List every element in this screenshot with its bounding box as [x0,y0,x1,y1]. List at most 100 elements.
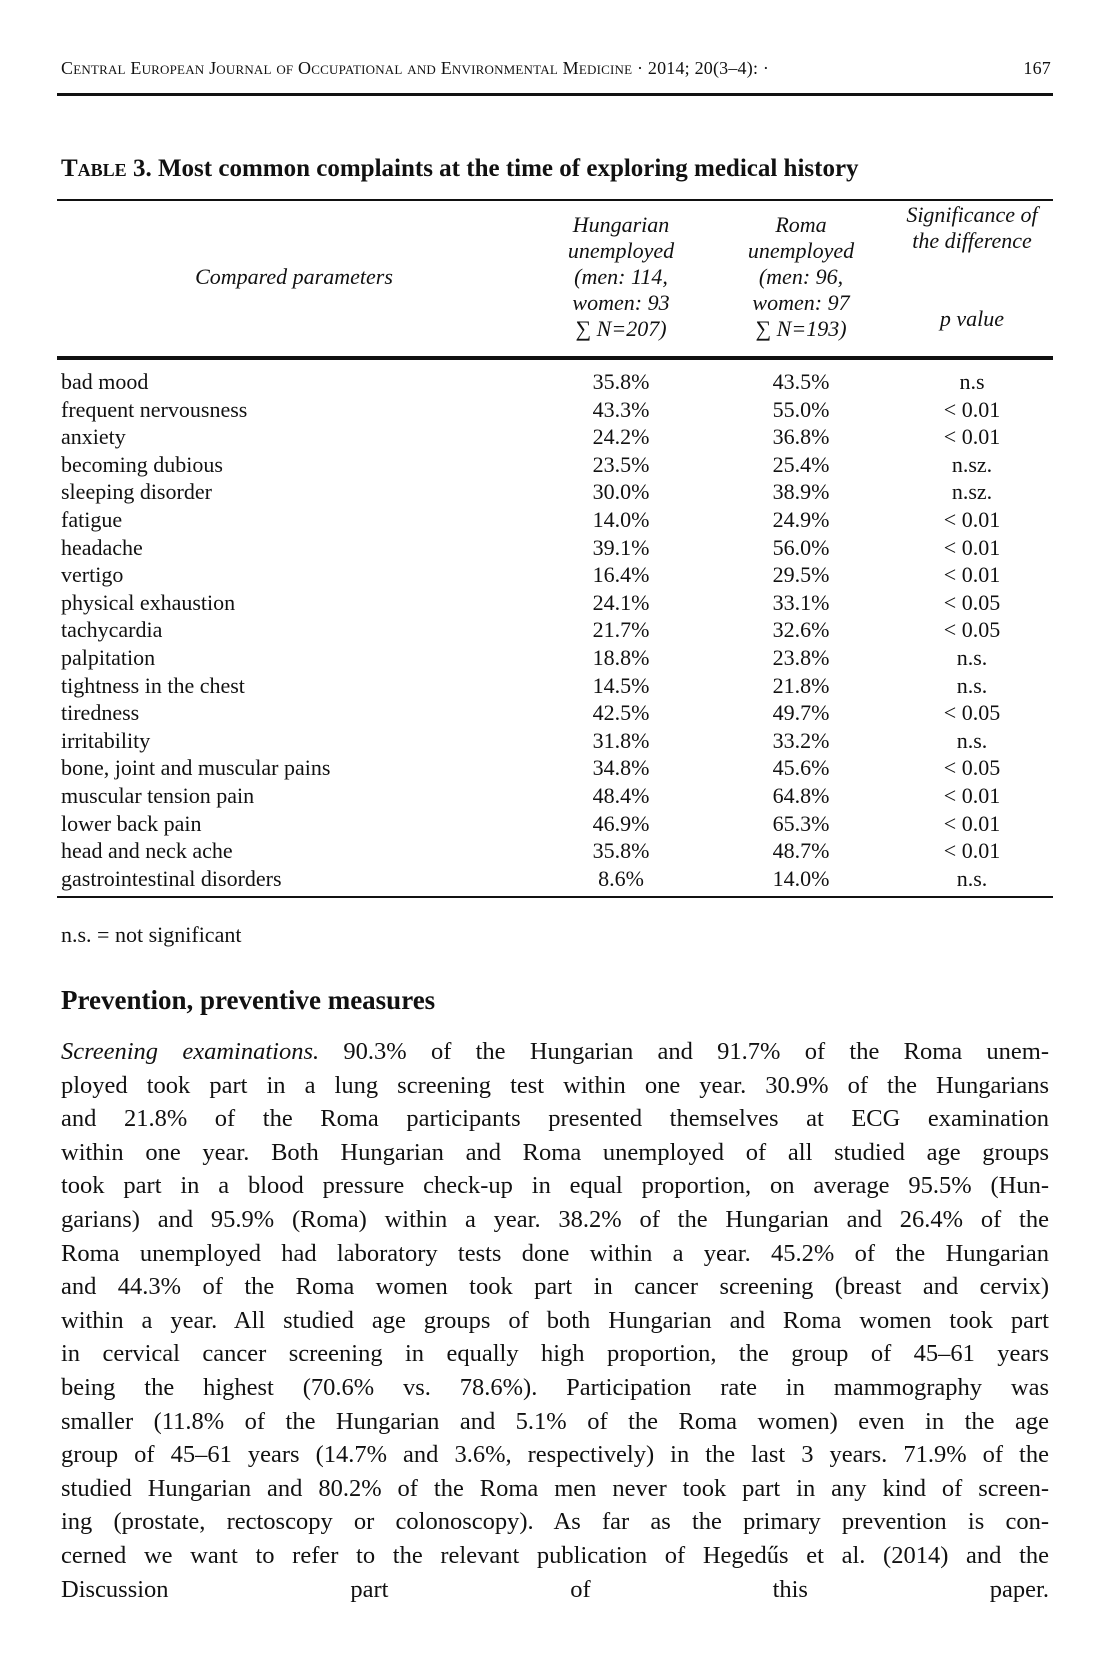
cell-roma: 29.5% [772,562,830,588]
cell-p-value: < 0.01 [943,810,1001,836]
cell-p-value: < 0.01 [943,506,1001,532]
paragraph-line: Screening examinations. 90.3% of the Hun… [61,1035,1049,1069]
cell-hungarian: 48.4% [592,782,650,808]
section-heading: Prevention, preventive measures [61,985,436,1015]
col-header-line: women: 97 [752,290,850,315]
cell-parameter: tightness in the chest [61,672,245,698]
cell-roma: 43.5% [772,369,830,394]
cell-p-value: < 0.01 [943,534,1001,560]
paragraph-line: group of 45–61 years (14.7% and 3.6%, re… [61,1438,1049,1472]
cell-p-value: < 0.05 [943,617,1001,643]
table-row: irritability 31.8% 33.2% n.s. [57,727,1053,755]
paragraph-line: within one year. Both Hungarian and Roma… [61,1136,1049,1170]
table-row: tachycardia 21.7% 32.6% < 0.05 [57,616,1053,644]
cell-hungarian: 14.0% [592,506,650,532]
cell-parameter: sleeping disorder [61,479,212,505]
page-number: 167 [1023,58,1051,78]
cell-hungarian: 35.8% [592,369,650,394]
cell-parameter: anxiety [61,424,126,450]
col-header-hungarian: Hungarian unemployed (men: 114, women: 93 ∑ … [531,202,711,352]
cell-roma: 33.1% [772,589,830,615]
cell-roma: 25.4% [772,451,830,477]
cell-parameter: tachycardia [61,617,163,643]
table-row: sleeping disorder 30.0% 38.9% n.sz. [57,478,1053,506]
cell-roma: 23.8% [772,644,830,670]
citation: · 2014; 20(3–4): · [636,58,770,78]
cell-roma: 49.7% [772,700,830,726]
paragraph-line: studied Hungarian and 80.2% of the Roma … [61,1472,1049,1506]
table-row: palpitation 18.8% 23.8% n.s. [57,644,1053,672]
complaints-table: Compared parameters Hungarian unemployed(… [57,202,1053,899]
cell-hungarian: 31.8% [592,727,650,753]
cell-p-value: < 0.01 [943,396,1001,422]
table-row: fatigue 14.0% 24.9% < 0.01 [57,506,1053,534]
cell-p-value: < 0.01 [943,424,1001,450]
journal-name: Central European Journal of Occupational… [61,58,633,78]
cell-p-value: n.s. [956,865,988,891]
cell-roma: 33.2% [772,727,830,753]
paragraph-line: within a year. All studied age groups of… [61,1304,1049,1338]
col-header-significance: Significance of the difference p value [891,202,1053,352]
table-row: tightness in the chest 14.5% 21.8% n.s. [57,672,1053,700]
col-header-line: Roma [775,212,827,237]
cell-parameter: irritability [61,727,151,753]
table-top-rule [57,199,1053,201]
cell-parameter: head and neck ache [61,838,233,864]
cell-hungarian: 21.7% [592,617,650,643]
col-header-roma: Roma unemployed (men: 96, women: 97 ∑ N=193) [711,202,891,352]
line-text: studied Hungarian and 80.2% of the Roma … [61,1474,1049,1502]
cell-p-value: < 0.01 [943,782,1001,808]
cell-roma: 21.8% [772,672,830,698]
col-header-line: unemployed [747,238,855,263]
cell-hungarian: 43.3% [592,396,650,422]
line-text: and 21.8% of the Roma participants prese… [61,1105,1049,1133]
cell-parameter: fatigue [61,506,123,532]
cell-p-value: n.s. [956,672,988,698]
cell-p-value: < 0.05 [943,755,1001,781]
cell-roma: 36.8% [772,424,830,450]
cell-hungarian: 23.5% [592,451,650,477]
paragraph-line: ployed took part in a lung screening tes… [61,1069,1049,1103]
line-text: garians) and 95.9% (Roma) within a year.… [61,1205,1049,1233]
cell-p-value: n.s. [956,727,988,753]
cell-parameter: frequent nervousness [61,396,248,422]
cell-parameter: muscular tension pain [61,782,255,808]
cell-p-value: n.s [959,369,985,394]
cell-p-value: < 0.05 [943,589,1001,615]
table-row: lower back pain 46.9% 65.3% < 0.01 [57,810,1053,838]
line-text: ployed took part in a lung screening tes… [61,1071,1049,1099]
header-rule [57,93,1053,96]
paragraph-line: smaller (11.8% of the Hungarian and 5.1%… [61,1405,1049,1439]
col-header-line: ∑ N=207) [575,316,667,341]
cell-roma: 65.3% [772,810,830,836]
line-text: within a year. All studied age groups of… [61,1306,1049,1334]
table-label: Table [61,155,127,182]
col-header-line: the difference [912,228,1032,253]
cell-hungarian: 24.1% [592,589,650,615]
col-header-line: women: 93 [572,290,670,315]
table-row: physical exhaustion 24.1% 33.1% < 0.05 [57,589,1053,617]
paragraph-line: Roma unemployed had laboratory tests don… [61,1237,1049,1271]
line-text: Roma unemployed had laboratory tests don… [61,1239,1049,1267]
cell-p-value: < 0.05 [943,700,1001,726]
cell-hungarian: 8.6% [598,865,644,891]
running-header: Central European Journal of Occupational… [61,58,1051,79]
cell-parameter: tiredness [61,700,140,726]
cell-hungarian: 16.4% [592,562,650,588]
cell-parameter: headache [61,534,143,560]
col-header-line: (men: 96, [758,264,844,289]
cell-parameter: physical exhaustion [61,589,236,615]
cell-p-value: n.sz. [951,479,993,505]
line-text: group of 45–61 years (14.7% and 3.6%, re… [61,1441,1049,1469]
line-text: ing (prostate, rectoscopy or colonoscopy… [61,1508,1049,1536]
table-footnote: n.s. = not significant [61,922,242,947]
table-row: muscular tension pain 48.4% 64.8% < 0.01 [57,782,1053,810]
cell-parameter: becoming dubious [61,451,223,477]
paragraph-line: being the highest (70.6% vs. 78.6%). Par… [61,1371,1049,1405]
cell-p-value: < 0.01 [943,562,1001,588]
table-row: frequent nervousness 43.3% 55.0% < 0.01 [57,396,1053,424]
cell-parameter: bone, joint and muscular pains [61,755,331,781]
col-header-param: Compared parameters [195,264,393,289]
col-header-line: (men: 114, [574,264,668,289]
table-row: bone, joint and muscular pains 34.8% 45.6%… [57,754,1053,782]
